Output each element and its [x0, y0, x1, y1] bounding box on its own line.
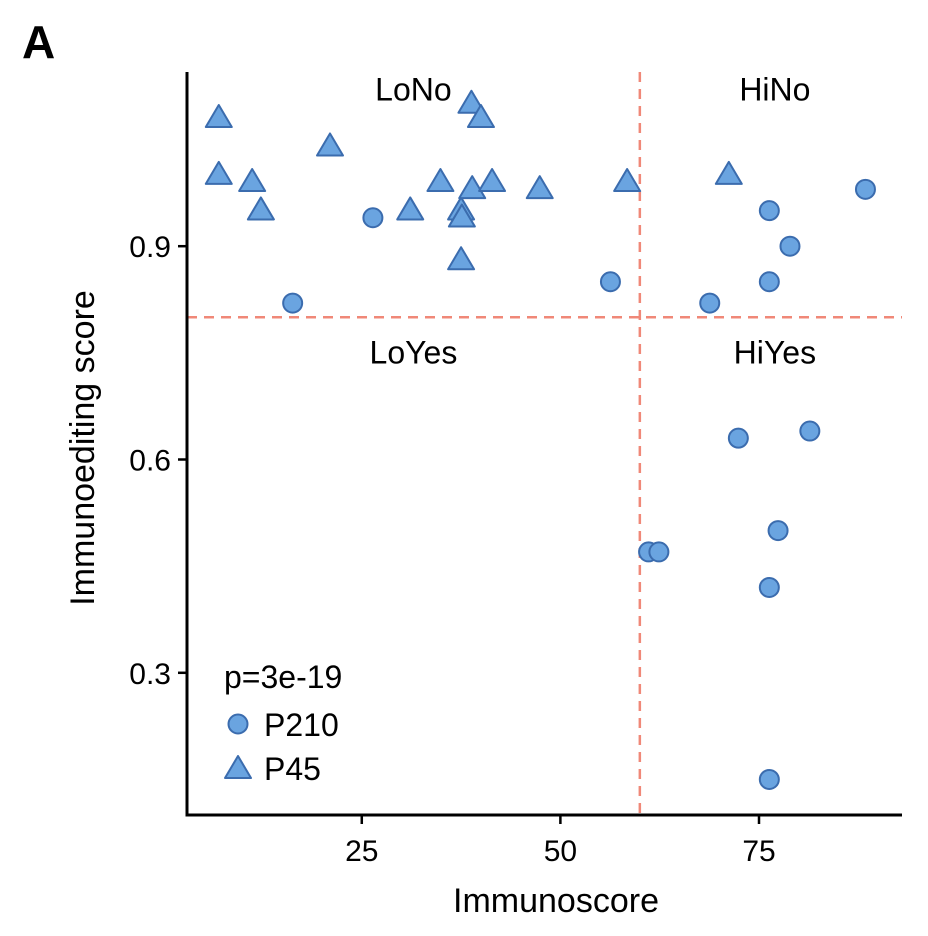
legend: p=3e-19 P210 P45: [224, 659, 342, 787]
point-p45-1: [204, 160, 233, 185]
x-tick-label-75: 75: [742, 835, 775, 868]
x-tick-label-50: 50: [544, 835, 577, 868]
point-p210-4: [758, 200, 780, 222]
data-points: [204, 89, 876, 790]
point-p210-14: [758, 768, 780, 790]
point-p210-8: [727, 427, 749, 449]
point-p210-9: [799, 420, 821, 442]
panel-label: A: [22, 16, 55, 68]
y-axis-ticks: 0.3 0.6 0.9: [129, 231, 187, 691]
point-p45-9: [447, 203, 476, 228]
point-p45-8: [447, 246, 476, 271]
legend-circle-marker: [227, 713, 249, 735]
y-axis-title: Immunoediting score: [64, 290, 102, 606]
point-p45-5: [396, 196, 425, 221]
point-p45-14: [525, 175, 554, 200]
point-p45-13: [478, 168, 507, 193]
threshold-lines: [187, 72, 902, 815]
legend-triangle-marker: [224, 755, 252, 779]
quadrant-label-loyes: LoYes: [370, 335, 458, 371]
y-tick-label-1: 0.6: [129, 444, 171, 477]
point-p210-0: [282, 292, 304, 314]
point-p210-13: [758, 576, 780, 598]
x-axis-ticks: 25 50 75: [345, 815, 776, 868]
point-p45-4: [316, 132, 344, 157]
point-p45-15: [613, 168, 642, 193]
point-p210-11: [648, 541, 670, 563]
quadrant-label-hino: HiNo: [739, 71, 810, 107]
legend-label-p210: P210: [264, 707, 339, 743]
point-p45-11: [458, 175, 487, 200]
quadrant-labels: LoNo HiNo LoYes HiYes: [370, 71, 817, 370]
point-p45-10: [457, 89, 486, 114]
point-p45-16: [714, 160, 743, 185]
point-p45-12: [466, 104, 495, 129]
quadrant-label-hiyes: HiYes: [734, 335, 816, 371]
x-axis-title: Immunoscore: [453, 882, 659, 920]
point-p45-0: [204, 104, 233, 129]
point-p210-2: [599, 271, 621, 293]
point-p210-7: [854, 178, 876, 200]
x-tick-label-25: 25: [345, 835, 378, 868]
y-tick-label-2: 0.9: [129, 231, 171, 264]
point-p210-12: [767, 520, 789, 542]
point-p45-3: [246, 196, 275, 221]
legend-label-p45: P45: [264, 751, 321, 787]
point-p45-6: [426, 168, 455, 193]
point-p210-3: [699, 292, 721, 314]
y-tick-label-0: 0.3: [129, 658, 171, 691]
quadrant-label-lono: LoNo: [375, 71, 452, 107]
point-p45-2: [238, 168, 267, 193]
point-p210-1: [362, 207, 384, 229]
legend-title: p=3e-19: [224, 659, 342, 695]
axes: [185, 72, 902, 817]
point-p210-5: [779, 235, 801, 257]
point-p210-6: [758, 271, 780, 293]
